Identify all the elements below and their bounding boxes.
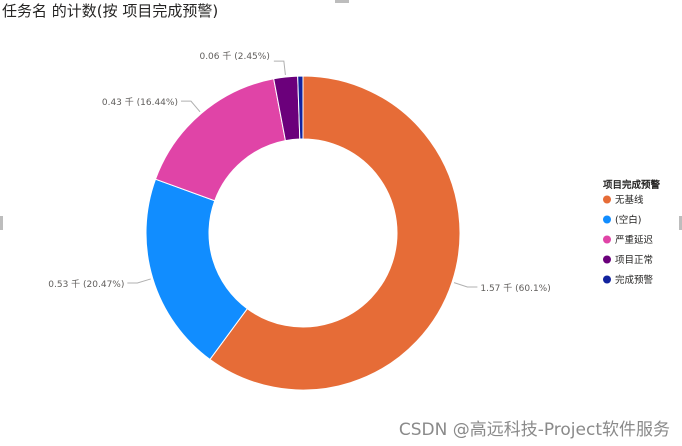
legend-item-2[interactable]: (空白): [615, 214, 641, 226]
legend-item-3[interactable]: 严重延迟: [615, 234, 654, 246]
legend-item-5[interactable]: 完成预警: [615, 274, 654, 286]
leader-line-4: [273, 60, 286, 76]
data-label-4: 0.06 千 (2.45%): [199, 51, 269, 62]
legend-item-1[interactable]: 无基线: [615, 194, 644, 206]
legend-marker-4: [603, 255, 611, 264]
leader-line-2: [127, 278, 151, 284]
legend-marker-5: [603, 275, 611, 284]
legend-marker-1: [603, 195, 611, 204]
data-label-1: 1.57 千 (60.1%): [480, 283, 550, 294]
donut-slice-2[interactable]: [145, 178, 248, 361]
donut-slice-5[interactable]: [297, 75, 304, 140]
resize-handle-left[interactable]: [0, 216, 3, 230]
donut-slice-3[interactable]: [154, 78, 287, 202]
legend-marker-2: [603, 215, 611, 224]
legend-title: 项目完成预警: [603, 179, 661, 191]
data-labels: 1.57 千 (60.1%) 0.53 千 (20.47%) 0.43 千 (16.…: [48, 51, 550, 294]
donut-slice-1[interactable]: [209, 75, 461, 391]
resize-handle-top[interactable]: [335, 0, 349, 3]
resize-handle-right[interactable]: [679, 216, 682, 230]
label-leader-lines: [127, 60, 478, 288]
legend-item-4[interactable]: 项目正常: [615, 254, 653, 266]
legend-marker-3: [603, 235, 611, 244]
leader-line-3: [180, 100, 201, 113]
data-label-2: 0.53 千 (20.47%): [48, 279, 124, 290]
donut-slices: [145, 75, 461, 391]
data-label-3: 0.43 千 (16.44%): [102, 97, 178, 108]
watermark: CSDN @高远科技-Project软件服务: [398, 420, 670, 440]
leader-line-1: [453, 282, 478, 288]
chart-title: 任务名 的计数(按 项目完成预警): [2, 2, 219, 20]
